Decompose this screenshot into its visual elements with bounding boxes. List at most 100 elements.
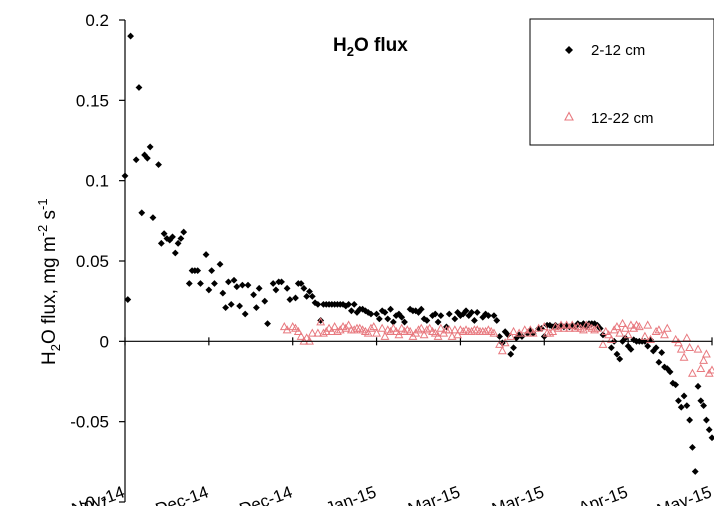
- data-point-triangle: [606, 334, 616, 344]
- data-point-diamond: [672, 381, 680, 389]
- x-tick-label: 01-Dec-14: [130, 482, 211, 506]
- data-point-diamond: [219, 289, 227, 297]
- data-point-triangle: [400, 326, 409, 335]
- y-tick-label: -0.05: [70, 413, 109, 432]
- x-tick-label: 01-Nov-14: [46, 482, 127, 506]
- data-point-triangle: [366, 323, 376, 332]
- data-point-diamond: [703, 416, 710, 424]
- data-point-diamond: [663, 365, 671, 373]
- data-point-diamond: [239, 281, 246, 289]
- data-point-triangle: [363, 328, 373, 337]
- x-tick-label: 31-Mar-15: [466, 482, 546, 506]
- data-point-diamond: [132, 156, 140, 164]
- legend-label-series-2: 12-22 cm: [591, 110, 654, 127]
- y-tick-label: 0: [100, 332, 109, 351]
- data-point-diamond: [680, 392, 688, 400]
- data-point-diamond: [613, 350, 621, 358]
- data-point-triangle: [528, 328, 538, 337]
- data-point-diamond: [180, 228, 188, 236]
- data-point-diamond: [658, 349, 666, 356]
- data-point-triangle: [291, 323, 300, 332]
- data-point-diamond: [417, 305, 425, 313]
- data-point-diamond: [124, 296, 132, 303]
- data-point-triangle: [416, 323, 426, 332]
- data-point-triangle: [344, 320, 354, 329]
- data-point-diamond: [205, 286, 213, 294]
- data-point-triangle: [676, 344, 686, 353]
- data-point-diamond: [264, 320, 271, 328]
- x-tick-labels: 01-Nov-14 01-Dec-14 31-Dec-14 30-Jan-15 01-M…: [46, 337, 714, 506]
- data-point-diamond: [308, 292, 316, 300]
- data-point-triangle: [590, 325, 600, 334]
- data-point-triangle: [520, 325, 530, 334]
- legend-marker-triangle: [564, 111, 574, 121]
- x-tick-label: 30-May-15: [631, 482, 714, 506]
- x-tick-label: 01-Mar-15: [382, 482, 462, 506]
- y-axis-title-text: H2O flux, mg m-2 s-1: [35, 198, 63, 365]
- data-point-diamond: [303, 292, 311, 300]
- data-point-triangle: [467, 326, 477, 335]
- data-point-triangle: [598, 339, 608, 348]
- data-point-triangle: [388, 323, 398, 332]
- data-point-triangle: [461, 325, 471, 334]
- data-point-diamond: [389, 318, 397, 326]
- data-point-diamond: [345, 300, 353, 308]
- data-point-diamond: [423, 317, 431, 324]
- data-point-triangle: [405, 326, 415, 335]
- data-point-triangle: [701, 349, 711, 358]
- data-point-triangle: [349, 325, 359, 334]
- data-point-diamond: [138, 209, 146, 217]
- data-point-diamond: [689, 443, 696, 451]
- data-point-diamond: [272, 286, 280, 294]
- data-point-triangle: [444, 325, 454, 334]
- data-point-diamond: [675, 397, 682, 405]
- legend: 2-12 cm 12-22 cm: [529, 18, 714, 146]
- data-point-triangle: [324, 323, 334, 332]
- data-point-diamond: [278, 278, 285, 286]
- data-point-triangle: [279, 322, 289, 331]
- data-point-diamond: [473, 309, 481, 316]
- data-point-triangle: [640, 331, 650, 340]
- data-point-triangle: [458, 326, 468, 335]
- data-point-diamond: [174, 239, 182, 247]
- data-point-diamond: [283, 284, 291, 292]
- data-point-diamond: [493, 317, 501, 324]
- legend-marker-diamond: [565, 46, 573, 54]
- data-point-diamond: [146, 143, 154, 151]
- data-point-diamond: [314, 300, 322, 308]
- data-point-diamond: [292, 294, 299, 302]
- data-point-diamond: [705, 426, 713, 434]
- data-point-diamond: [197, 280, 204, 287]
- data-point-triangle: [313, 328, 323, 337]
- data-point-triangle: [556, 320, 566, 329]
- data-point-triangle: [330, 322, 340, 331]
- data-point-triangle: [422, 325, 432, 334]
- data-point-diamond: [437, 312, 445, 320]
- chart-title-text: H2O flux: [333, 35, 408, 59]
- data-point-triangle: [604, 330, 614, 339]
- data-point-triangle: [377, 323, 387, 332]
- data-point-diamond: [415, 309, 422, 316]
- data-point-diamond: [222, 304, 230, 311]
- data-point-triangle: [562, 320, 572, 329]
- data-point-triangle: [372, 328, 382, 337]
- data-point-diamond: [694, 382, 702, 390]
- data-point-diamond: [143, 154, 151, 162]
- data-point-triangle: [506, 331, 516, 340]
- data-point-diamond: [381, 309, 389, 316]
- data-point-triangle: [662, 323, 672, 332]
- data-point-diamond: [211, 280, 218, 287]
- data-point-triangle: [660, 330, 669, 339]
- data-point-triangle: [293, 326, 303, 335]
- data-point-diamond: [202, 251, 210, 258]
- data-point-triangle: [414, 325, 423, 334]
- data-point-diamond: [652, 344, 660, 352]
- y-tick-label: -0.1: [80, 493, 109, 506]
- series-2: [279, 317, 714, 377]
- data-point-diamond: [686, 416, 694, 424]
- data-point-diamond: [300, 284, 308, 292]
- data-point-diamond: [286, 296, 294, 303]
- data-point-diamond: [353, 309, 361, 316]
- data-point-diamond: [171, 249, 179, 257]
